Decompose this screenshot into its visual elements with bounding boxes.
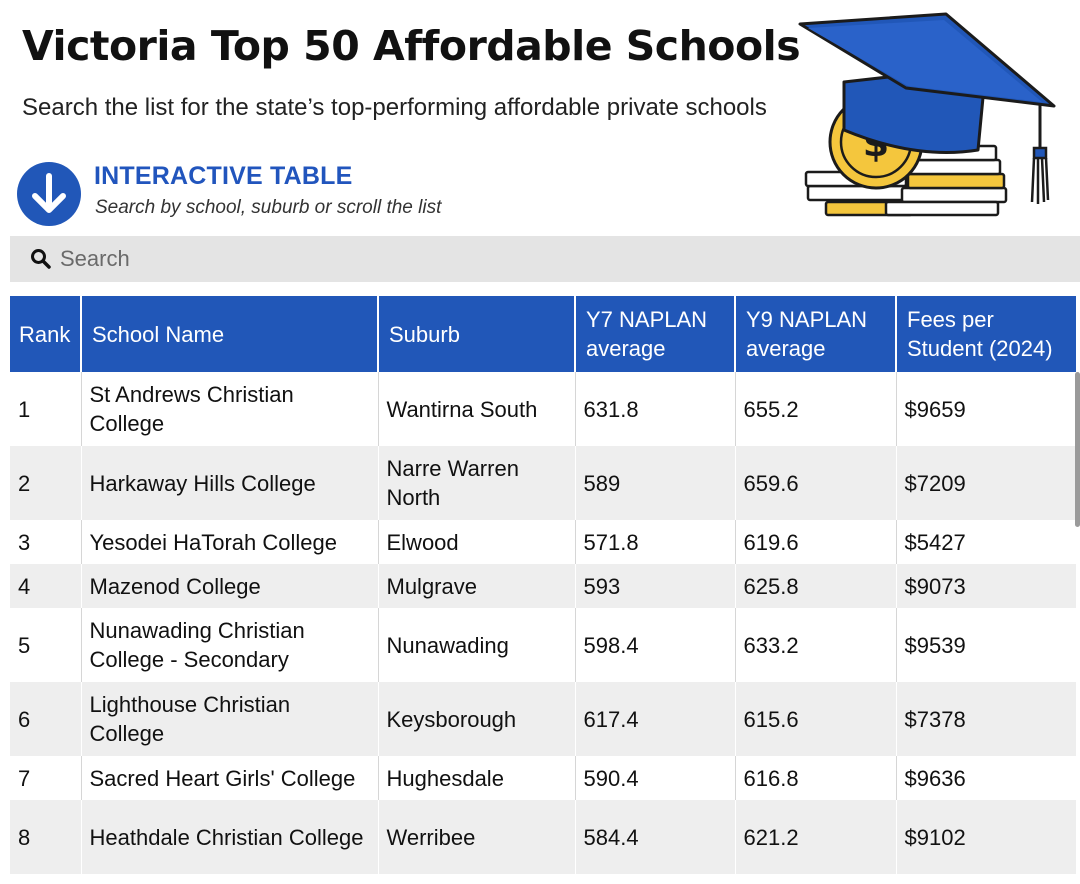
page-title: Victoria Top 50 Affordable Schools — [22, 22, 801, 70]
cell-rank: 7 — [10, 756, 82, 800]
table-row: 3 Yesodei HaTorah College Elwood 571.8 6… — [10, 520, 1076, 564]
table-row: 8 Heathdale Christian College Werribee 5… — [10, 800, 1076, 874]
cell-fees: $9073 — [896, 564, 1076, 608]
interactive-table-heading: INTERACTIVE TABLE — [94, 162, 353, 190]
cell-suburb: Elwood — [378, 520, 576, 564]
graduation-cap-coins-icon: $ — [798, 12, 1056, 217]
search-bar[interactable] — [10, 236, 1080, 282]
cell-suburb: Nunawading — [378, 608, 576, 682]
cell-y9: 616.8 — [735, 756, 897, 800]
cell-rank: 5 — [10, 608, 82, 682]
cell-rank: 6 — [10, 682, 82, 756]
cell-fees: $7209 — [896, 446, 1076, 520]
cell-y7: 571.8 — [575, 520, 736, 564]
cell-y9: 621.2 — [735, 800, 897, 874]
cell-y9: 625.8 — [735, 564, 897, 608]
cell-rank: 8 — [10, 800, 82, 874]
cell-y7: 584.4 — [575, 800, 736, 874]
cell-suburb: Werribee — [378, 800, 576, 874]
cell-fees: $9539 — [896, 608, 1076, 682]
cell-y7: 590.4 — [575, 756, 736, 800]
cell-rank: 4 — [10, 564, 82, 608]
cell-y9: 655.2 — [735, 372, 897, 446]
cell-y9: 659.6 — [735, 446, 897, 520]
table-row: 5 Nunawading Christian College - Seconda… — [10, 608, 1076, 682]
cell-y7: 589 — [575, 446, 736, 520]
cell-y9: 633.2 — [735, 608, 897, 682]
cell-fees: $5427 — [896, 520, 1076, 564]
table-scrollbar[interactable] — [1075, 372, 1080, 527]
column-header-y9-naplan[interactable]: Y9 NAPLAN average — [735, 296, 897, 372]
column-header-fees[interactable]: Fees per Student (2024) — [896, 296, 1076, 372]
column-header-suburb[interactable]: Suburb — [378, 296, 576, 372]
cell-school-name: Mazenod College — [81, 564, 379, 608]
schools-table: Rank School Name Suburb Y7 NAPLAN averag… — [10, 296, 1076, 874]
table-row: 4 Mazenod College Mulgrave 593 625.8 $90… — [10, 564, 1076, 608]
cell-suburb: Hughesdale — [378, 756, 576, 800]
column-header-rank[interactable]: Rank — [10, 296, 82, 372]
cell-school-name: Lighthouse Christian College — [81, 682, 379, 756]
cell-fees: $9636 — [896, 756, 1076, 800]
cell-fees: $9659 — [896, 372, 1076, 446]
cell-y7: 631.8 — [575, 372, 736, 446]
cell-y7: 617.4 — [575, 682, 736, 756]
cell-school-name: St Andrews Christian College — [81, 372, 379, 446]
cell-y7: 598.4 — [575, 608, 736, 682]
table-row: 1 St Andrews Christian College Wantirna … — [10, 372, 1076, 446]
cell-suburb: Keysborough — [378, 682, 576, 756]
cell-rank: 2 — [10, 446, 82, 520]
cell-school-name: Harkaway Hills College — [81, 446, 379, 520]
table-row: 7 Sacred Heart Girls' College Hughesdale… — [10, 756, 1076, 800]
cell-school-name: Sacred Heart Girls' College — [81, 756, 379, 800]
arrow-down-circle-icon — [17, 162, 81, 226]
cell-y9: 619.6 — [735, 520, 897, 564]
table-row: 6 Lighthouse Christian College Keysborou… — [10, 682, 1076, 756]
cell-fees: $7378 — [896, 682, 1076, 756]
search-icon — [31, 249, 51, 269]
table-header-row: Rank School Name Suburb Y7 NAPLAN averag… — [10, 296, 1076, 372]
cell-school-name: Heathdale Christian College — [81, 800, 379, 874]
cell-suburb: Mulgrave — [378, 564, 576, 608]
search-input[interactable] — [60, 239, 1020, 279]
cell-suburb: Wantirna South — [378, 372, 576, 446]
cell-suburb: Narre Warren North — [378, 446, 576, 520]
cell-fees: $9102 — [896, 800, 1076, 874]
table-row: 2 Harkaway Hills College Narre Warren No… — [10, 446, 1076, 520]
cell-rank: 1 — [10, 372, 82, 446]
column-header-school-name[interactable]: School Name — [81, 296, 379, 372]
cell-y9: 615.6 — [735, 682, 897, 756]
cell-school-name: Nunawading Christian College - Secondary — [81, 608, 379, 682]
cell-rank: 3 — [10, 520, 82, 564]
cell-school-name: Yesodei HaTorah College — [81, 520, 379, 564]
cell-y7: 593 — [575, 564, 736, 608]
interactive-table-hint: Search by school, suburb or scroll the l… — [95, 197, 442, 218]
page-subtitle: Search the list for the state’s top-perf… — [22, 94, 767, 121]
column-header-y7-naplan[interactable]: Y7 NAPLAN average — [575, 296, 736, 372]
schools-table-container[interactable]: Rank School Name Suburb Y7 NAPLAN averag… — [10, 296, 1076, 884]
